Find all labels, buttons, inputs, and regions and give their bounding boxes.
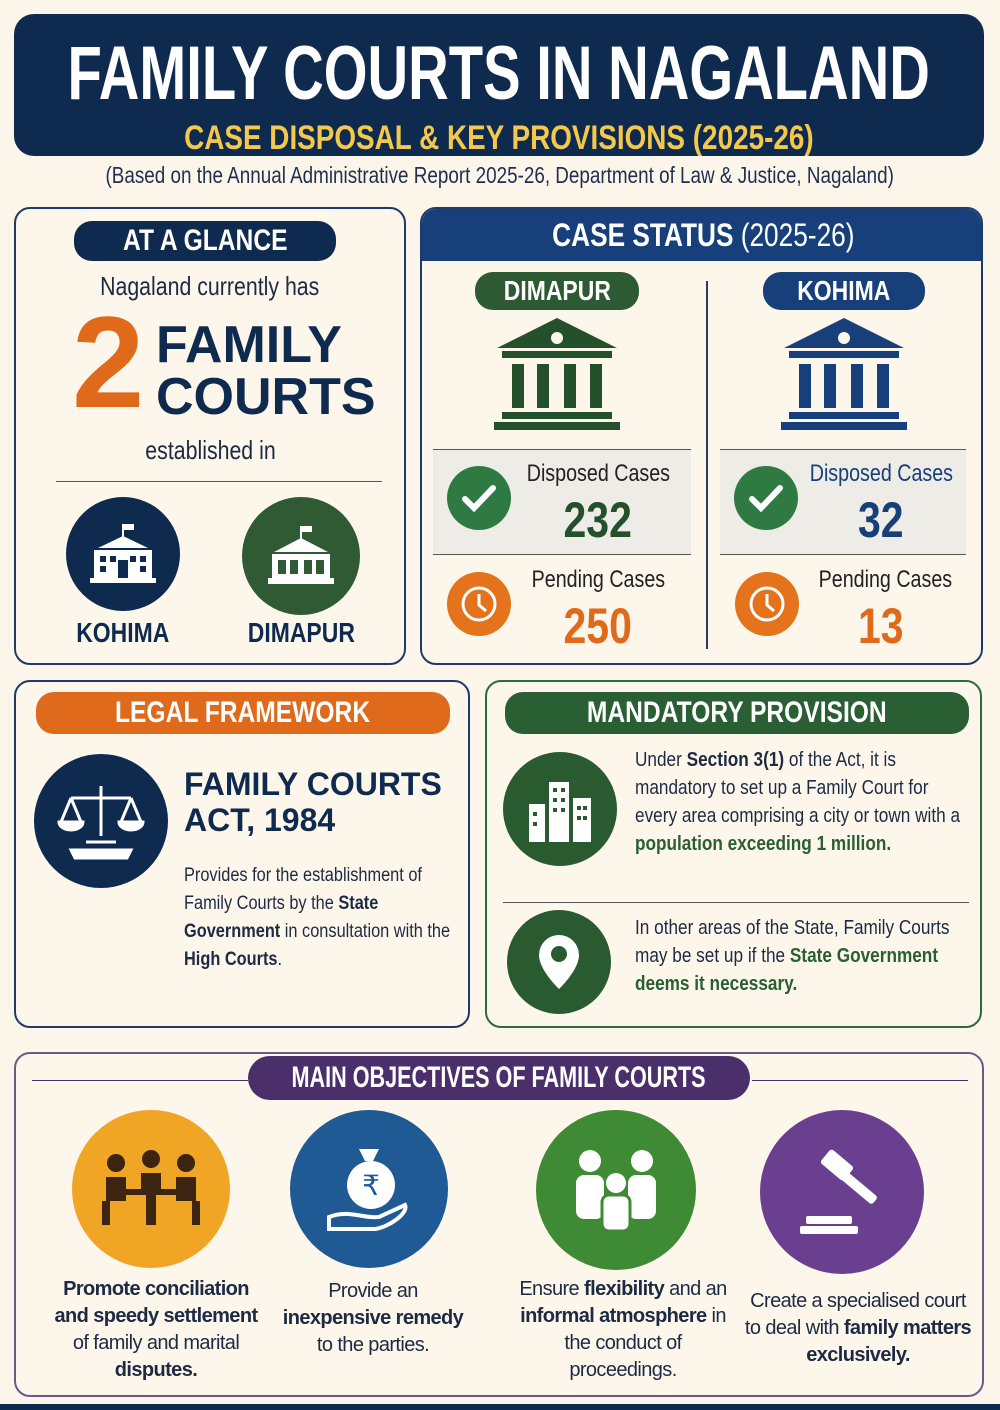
pending-label: Pending Cases: [818, 566, 952, 593]
case-status-heading: CASE STATUS (2025-26): [422, 209, 981, 261]
objective-4: Create a specialised court to deal with …: [744, 1290, 972, 1366]
clock-icon: [447, 572, 511, 636]
legal-framework-heading: LEGAL FRAMEWORK: [36, 692, 450, 734]
clock-icon: [735, 572, 799, 636]
divider: [32, 1080, 248, 1081]
money-bag-hand-icon: ₹: [290, 1110, 448, 1268]
location-pin-icon: [507, 910, 611, 1014]
objective-1: Promote conciliation and speedy settleme…: [54, 1278, 258, 1381]
check-icon: [447, 466, 511, 530]
established-label: established in: [144, 435, 276, 465]
page-title: FAMILY COURTS IN NAGALAND: [67, 31, 931, 116]
other-areas-text: In other areas of the State, Family Cour…: [635, 917, 950, 995]
at-a-glance-heading: AT A GLANCE: [74, 221, 336, 261]
divider: [56, 481, 382, 482]
section-3-1-text: Under Section 3(1) of the Act, it is man…: [635, 749, 961, 855]
objective-2: Provide an inexpensive remedy to the par…: [282, 1280, 464, 1356]
kohima-pending-count: 13: [858, 598, 904, 654]
family-group-icon: [536, 1110, 696, 1270]
disposed-label: Disposed Cases: [809, 460, 953, 487]
objectives-panel: MAIN OBJECTIVES OF FAMILY COURTS ₹ Promo…: [14, 1052, 984, 1397]
mandatory-provision-heading: MANDATORY PROVISION: [505, 692, 969, 734]
kohima-court-icon: [779, 318, 909, 435]
dimapur-disposed-count: 232: [563, 492, 633, 548]
kohima-building-icon: [66, 497, 180, 611]
place-kohima: KOHIMA: [76, 617, 170, 648]
kohima-disposed-box: Disposed Cases 32: [720, 449, 966, 555]
divider: [752, 1080, 968, 1081]
check-icon: [734, 466, 798, 530]
at-a-glance-panel: AT A GLANCE Nagaland currently has 2 FAM…: [14, 207, 406, 665]
legal-framework-panel: LEGAL FRAMEWORK FAMILY COURTS ACT, 1984 P…: [14, 680, 470, 1028]
scales-of-justice-icon: [34, 754, 168, 888]
family-courts-label: FAMILY COURTS: [156, 316, 376, 426]
kohima-disposed-count: 32: [858, 492, 904, 548]
pending-label: Pending Cases: [531, 566, 665, 593]
dimapur-court-icon: [492, 318, 622, 435]
people-at-table-icon: [72, 1110, 230, 1268]
footer-bar: [0, 1404, 1000, 1410]
dimapur-disposed-box: Disposed Cases 232: [433, 449, 691, 555]
kohima-label: KOHIMA: [763, 272, 925, 310]
divider: [503, 902, 969, 903]
glance-intro: Nagaland currently has: [100, 271, 320, 301]
objectives-heading: MAIN OBJECTIVES OF FAMILY COURTS: [248, 1056, 750, 1100]
source-note: (Based on the Annual Administrative Repo…: [105, 162, 895, 188]
legal-description: Provides for the establishment of Family…: [184, 865, 451, 970]
dimapur-pending-count: 250: [563, 598, 633, 654]
gavel-icon: [760, 1110, 924, 1274]
court-count: 2: [72, 289, 145, 435]
city-buildings-icon: [503, 752, 617, 866]
header-banner: FAMILY COURTS IN NAGALAND CASE DISPOSAL …: [14, 14, 984, 157]
mandatory-provision-panel: MANDATORY PROVISION Under Section 3(1) o…: [485, 680, 982, 1028]
place-dimapur: DIMAPUR: [247, 617, 355, 648]
disposed-label: Disposed Cases: [526, 460, 670, 487]
act-name: FAMILY COURTS ACT, 1984: [184, 766, 442, 838]
svg-text:₹: ₹: [362, 1169, 380, 1202]
divider: [706, 281, 708, 649]
page-subtitle: CASE DISPOSAL & KEY PROVISIONS (2025-26): [184, 119, 814, 157]
objective-3: Ensure flexibility and an informal atmos…: [519, 1278, 727, 1381]
dimapur-label: DIMAPUR: [475, 272, 639, 310]
dimapur-building-icon: [242, 497, 360, 615]
